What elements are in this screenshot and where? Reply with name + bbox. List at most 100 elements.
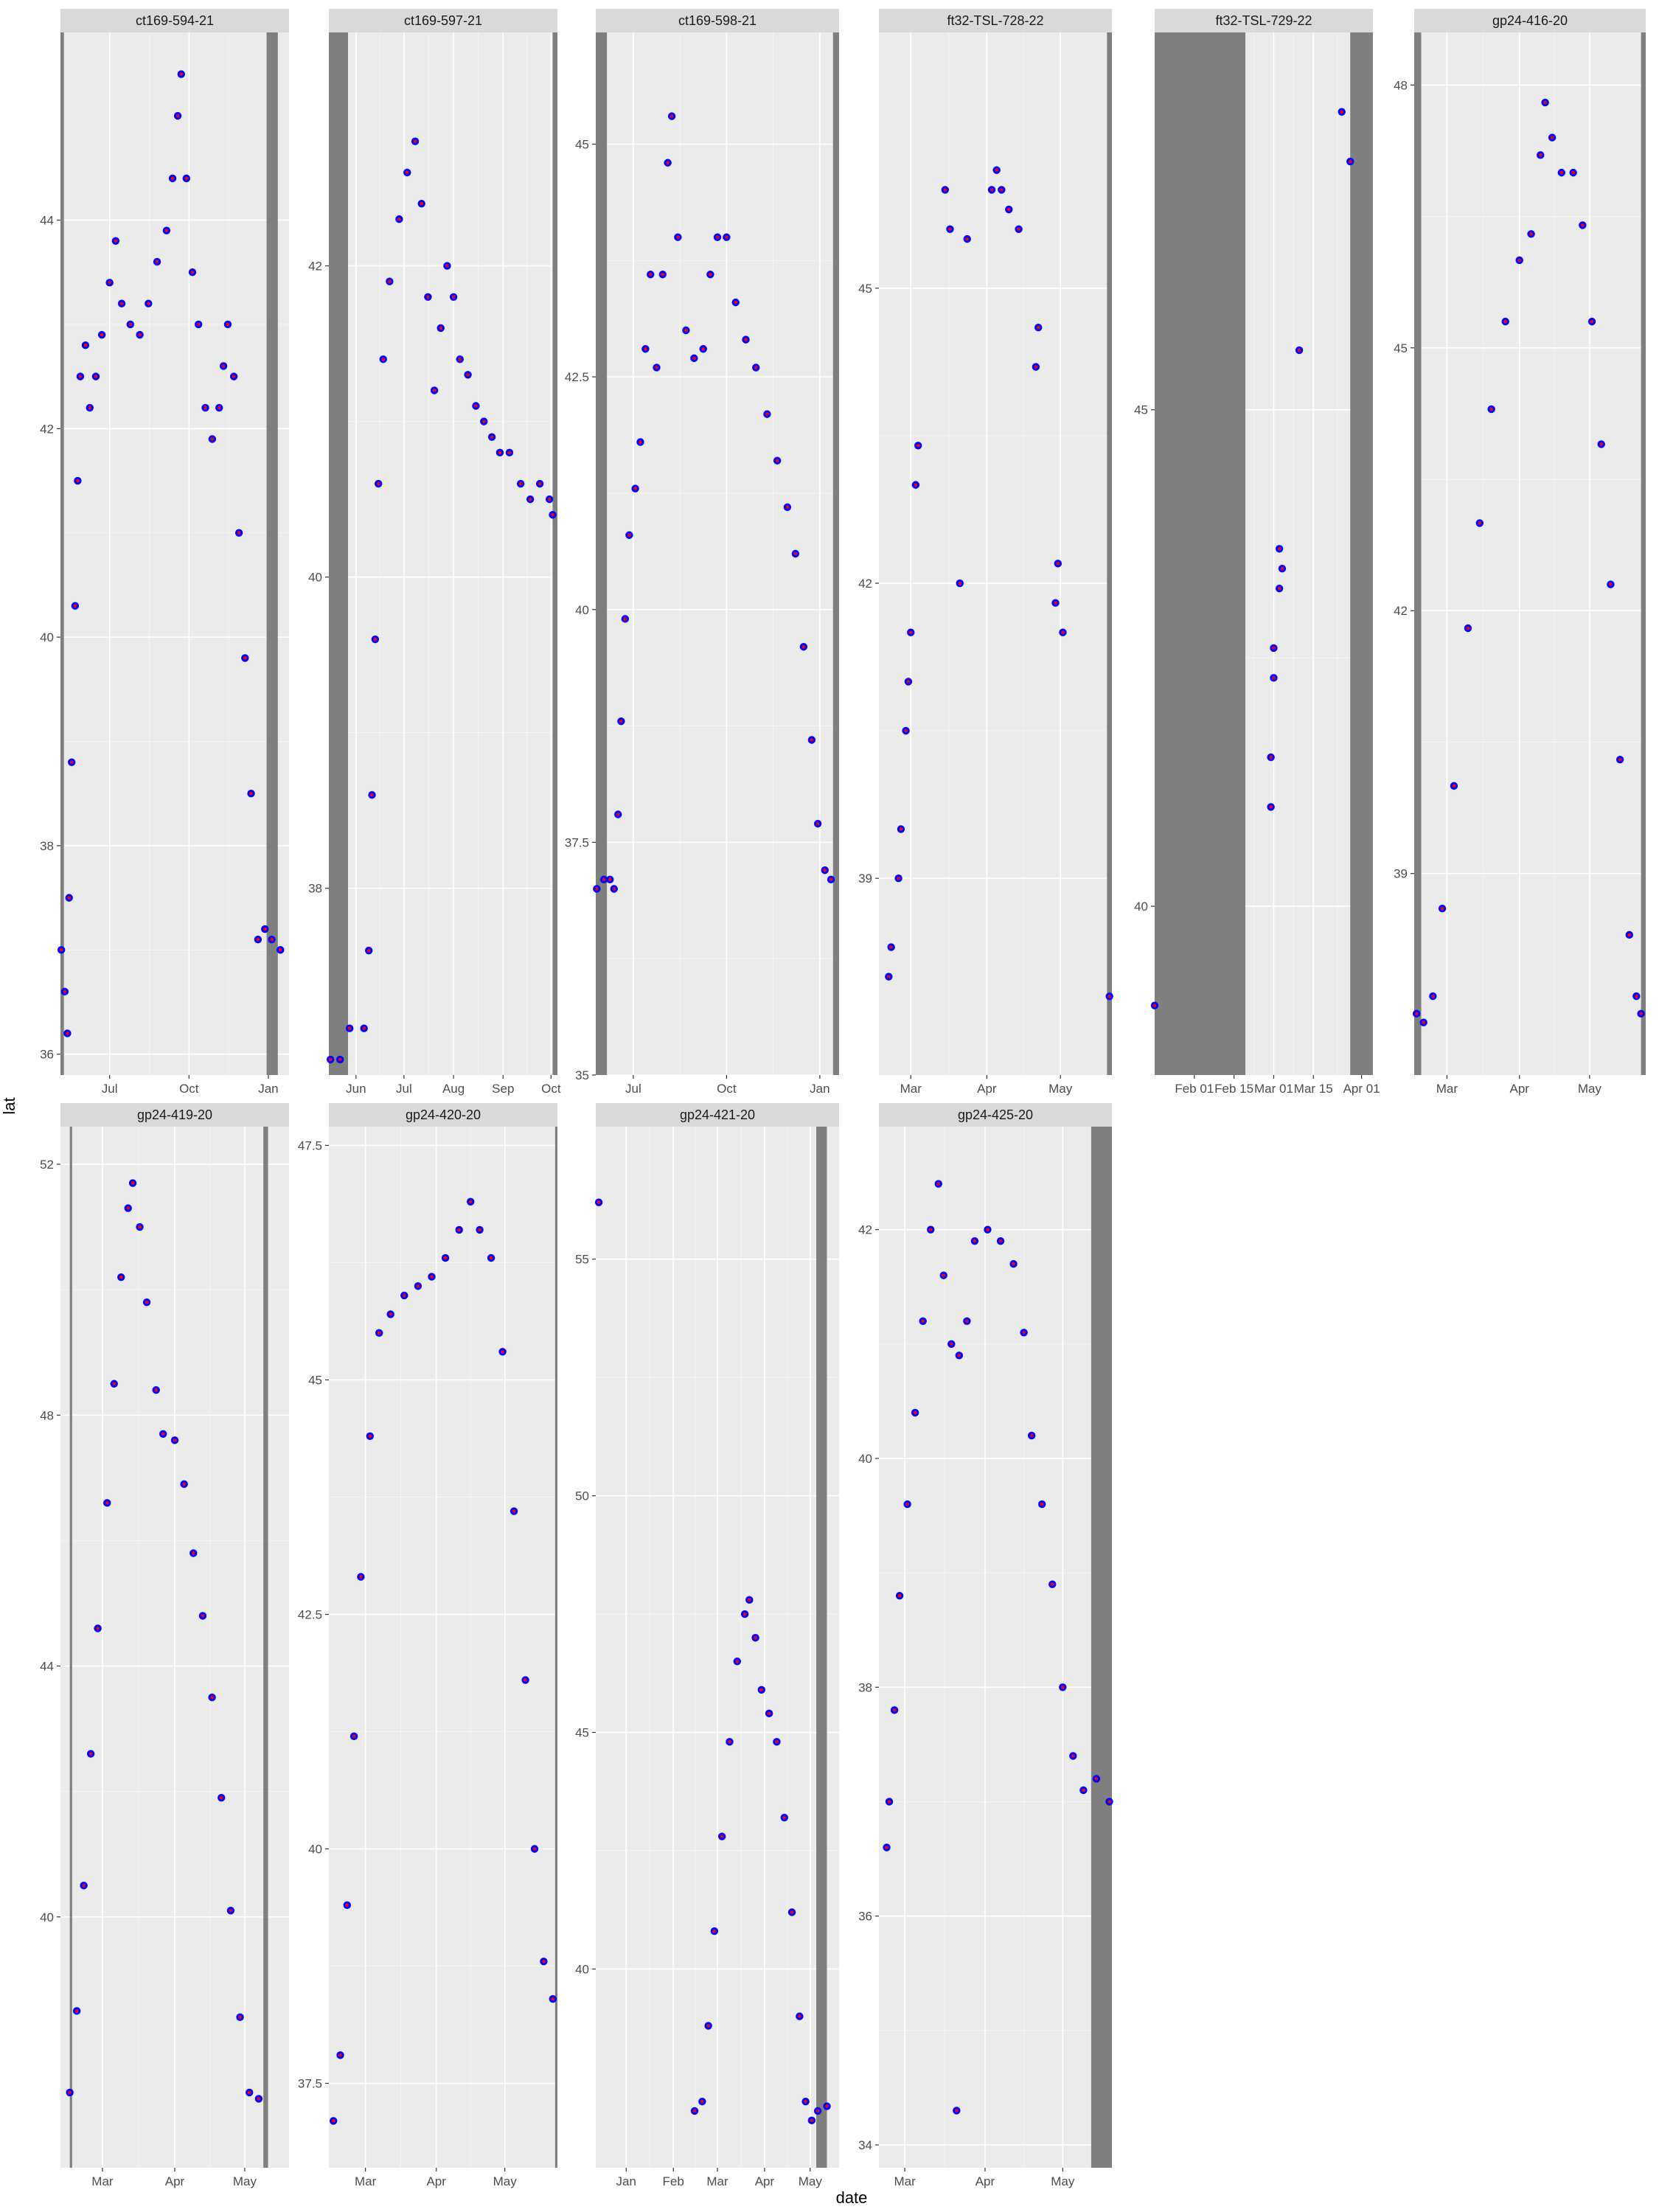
data-point-inner	[243, 656, 247, 660]
panel-background	[879, 32, 1112, 1075]
data-point-inner	[368, 1434, 372, 1438]
data-point-inner	[170, 176, 175, 181]
y-tick-label: 35	[575, 1068, 589, 1082]
data-point-inner	[482, 420, 486, 423]
panel-background	[596, 32, 839, 1075]
data-point-inner	[338, 2053, 342, 2057]
y-tick-label: 45	[858, 282, 872, 296]
data-point-inner	[1056, 562, 1060, 566]
data-point-inner	[612, 887, 616, 891]
data-point-inner	[70, 760, 74, 765]
data-point-inner	[829, 877, 833, 882]
facet-title: ct169-598-21	[678, 13, 757, 28]
facet-strip	[879, 1103, 1112, 1127]
data-point-inner	[661, 273, 664, 276]
x-tick-label: Oct	[541, 1082, 561, 1096]
data-point-inner	[119, 302, 124, 305]
data-point-inner	[138, 333, 142, 337]
data-point-inner	[63, 990, 67, 994]
facet-strip	[879, 9, 1112, 32]
facet-panel: gp24-425-20 34 36 38 40 42 Mar Apr May	[858, 1103, 1113, 2188]
data-point-inner	[885, 1846, 888, 1849]
data-point-inner	[551, 513, 554, 517]
facet-strip	[596, 9, 839, 32]
data-point-inner	[263, 927, 267, 931]
data-point-inner	[917, 444, 920, 448]
data-point-inner	[257, 2097, 261, 2101]
data-point-inner	[669, 114, 674, 118]
shaded-date-range	[596, 32, 608, 1075]
data-point-inner	[451, 295, 456, 299]
x-tick-label: Apr 01	[1343, 1082, 1380, 1096]
data-point-inner	[943, 188, 947, 192]
facet-panel: ct169-597-21 38 40 42 Jun Jul Aug Sep Oct	[308, 9, 561, 1096]
y-tick-label: 50	[575, 1489, 589, 1503]
x-tick-label: Mar 15	[1294, 1082, 1333, 1096]
x-tick-label: Sep	[492, 1082, 514, 1096]
data-point-inner	[362, 1026, 366, 1030]
x-tick-label: Mar	[706, 2174, 728, 2188]
facet-panel: ct169-594-21 36 38 40 42 44 Jul Oct Jan	[40, 9, 289, 1096]
data-point-inner	[815, 2109, 820, 2113]
y-tick-label: 39	[858, 872, 872, 886]
panel-background	[60, 32, 289, 1075]
data-point-inner	[138, 1225, 142, 1229]
data-point-inner	[112, 1382, 116, 1385]
data-point-inner	[366, 948, 371, 953]
x-tick-label: Jul	[102, 1082, 118, 1096]
data-point-inner	[720, 1834, 724, 1838]
data-point-inner	[232, 375, 236, 378]
data-point-inner	[347, 1026, 352, 1030]
shaded-date-range	[552, 32, 557, 1075]
y-tick-label: 40	[575, 1962, 589, 1976]
data-point-inner	[804, 2099, 807, 2104]
data-point-inner	[706, 2024, 710, 2028]
data-point-inner	[948, 227, 952, 231]
data-point-inner	[712, 1929, 717, 1933]
data-point-inner	[1517, 258, 1521, 262]
facet-panel: ft32-TSL-728-22 39 42 45 Mar Apr May	[858, 9, 1113, 1096]
data-point-inner	[1539, 153, 1543, 157]
data-point-inner	[345, 1903, 349, 1907]
data-point-inner	[897, 877, 900, 880]
data-point-inner	[352, 1734, 356, 1739]
data-point-inner	[161, 1432, 165, 1436]
data-point-inner	[782, 1815, 786, 1820]
facet-panel: gp24-420-20 37.5 40 42.5 45 47.5 Mar Apr May	[298, 1103, 557, 2188]
y-tick-label: 40	[40, 630, 54, 644]
data-point-inner	[1269, 755, 1273, 759]
data-point-inner	[905, 1502, 909, 1506]
data-point-inner	[76, 479, 80, 483]
data-point-inner	[249, 792, 253, 796]
x-tick-label: Feb 01	[1175, 1082, 1214, 1096]
data-point-inner	[734, 300, 737, 305]
data-point-inner	[798, 2014, 801, 2018]
data-point-inner	[469, 1200, 473, 1203]
data-point-inner	[950, 1342, 953, 1346]
data-point-inner	[1349, 159, 1352, 164]
data-point-inner	[416, 1284, 420, 1288]
x-tick-label: Jun	[346, 1082, 366, 1096]
data-point-inner	[913, 1411, 917, 1415]
data-point-inner	[96, 1627, 100, 1630]
data-point-inner	[443, 1256, 448, 1260]
data-point-inner	[88, 1752, 93, 1756]
shaded-date-range	[1641, 32, 1646, 1075]
data-point-inner	[965, 237, 969, 241]
facet-title: gp24-421-20	[680, 1107, 755, 1122]
data-point-inner	[639, 440, 642, 444]
facet-panel: gp24-416-20 39 42 45 48 Mar Apr May	[1394, 9, 1646, 1096]
data-point-inner	[899, 827, 903, 831]
data-point-inner	[892, 1708, 897, 1712]
y-tick-label: 55	[575, 1253, 589, 1267]
data-point-inner	[965, 1319, 969, 1323]
data-point-inner	[1559, 170, 1564, 175]
data-point-inner	[1529, 232, 1533, 236]
data-point-inner	[512, 1509, 516, 1513]
panel-background	[1414, 32, 1646, 1075]
y-tick-label: 37.5	[298, 2077, 322, 2091]
y-tick-label: 40	[40, 1910, 54, 1924]
data-point-inner	[616, 813, 620, 816]
data-point-inner	[775, 459, 779, 462]
data-point-inner	[906, 680, 911, 684]
